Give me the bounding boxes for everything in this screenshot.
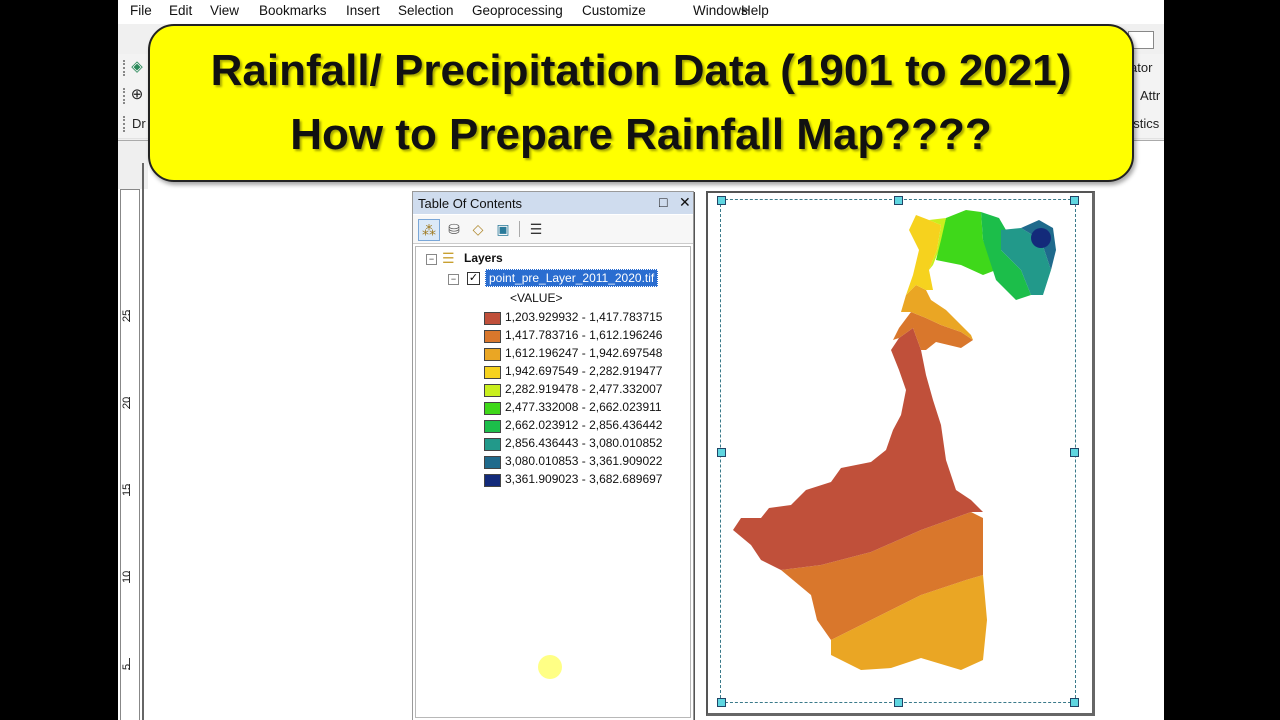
toc-title: Table Of Contents	[418, 196, 523, 211]
resize-handle-n[interactable]	[894, 196, 903, 205]
resize-handle-sw[interactable]	[717, 698, 726, 707]
ruler-label: 15	[121, 483, 133, 496]
resize-handle-nw[interactable]	[717, 196, 726, 205]
layers-stack-icon: ☰	[442, 250, 455, 266]
legend-swatch	[484, 420, 501, 433]
toolbar-dropdown-text[interactable]: ator	[1130, 60, 1153, 75]
page-edge	[142, 163, 148, 720]
list-by-source-icon[interactable]: ⛁	[448, 221, 460, 237]
menu-selection[interactable]: Selection	[398, 3, 454, 18]
legend-swatch	[484, 366, 501, 379]
legend-label: 1,203.929932 - 1,417.783715	[505, 310, 663, 324]
rainfall-raster-map	[733, 210, 1056, 670]
layers-root-label[interactable]: Layers	[464, 251, 503, 265]
legend-label: 2,662.023912 - 2,856.436442	[505, 418, 663, 432]
legend-label: 2,856.436443 - 3,080.010852	[505, 436, 663, 450]
resize-handle-se[interactable]	[1070, 698, 1079, 707]
legend-label: 2,477.332008 - 2,662.023911	[505, 400, 662, 414]
legend-swatch	[484, 312, 501, 325]
mouse-cursor-highlight	[538, 655, 562, 679]
legend-label: 1,612.196247 - 1,942.697548	[505, 346, 663, 360]
ruler-label: 25	[121, 309, 133, 322]
options-icon[interactable]: ☰	[529, 221, 543, 237]
legend-swatch	[484, 456, 501, 469]
menu-view[interactable]: View	[210, 3, 240, 18]
layer-visibility-checkbox[interactable]: ✓	[467, 272, 480, 285]
toc-title-bar[interactable]: Table Of Contents □ ✕	[413, 192, 693, 214]
toc-tree: − ☰ Layers − ✓ point_pre_Layer_2011_2020…	[415, 246, 691, 718]
layout-view-area[interactable]: 25 20 15 10 5 Table Of Contents □ ✕ ⁂ ⛁ …	[118, 140, 1164, 720]
zoom-in-icon[interactable]: ⊕	[130, 86, 144, 103]
menu-windows[interactable]: Windows	[693, 3, 748, 18]
toolbar-grip[interactable]	[123, 88, 127, 104]
menu-bar: File Edit View Bookmarks Insert Selectio…	[118, 0, 1164, 24]
title-banner-overlay: Rainfall/ Precipitation Data (1901 to 20…	[148, 24, 1134, 182]
ruler-label: 20	[121, 396, 133, 409]
legend-label: 2,282.919478 - 2,477.332007	[505, 382, 663, 396]
legend-swatch	[484, 348, 501, 361]
vertical-ruler: 25 20 15 10 5	[120, 189, 140, 720]
banner-title-line2: How to Prepare Rainfall Map????	[290, 110, 992, 159]
legend-label: 1,942.697549 - 2,282.919477	[505, 364, 663, 378]
toolbar-attributes-text[interactable]: Attr	[1140, 88, 1161, 103]
menu-edit[interactable]: Edit	[169, 3, 193, 18]
menu-file[interactable]: File	[130, 3, 152, 18]
legend-swatch	[484, 330, 501, 343]
legend-swatch	[484, 438, 501, 451]
legend-label: 1,417.783716 - 1,612.196246	[505, 328, 663, 342]
close-icon[interactable]: ✕	[679, 194, 691, 210]
letterbox-right	[1164, 0, 1280, 720]
ruler-tick	[129, 484, 130, 496]
ruler-label: 5	[121, 663, 133, 670]
resize-handle-s[interactable]	[894, 698, 903, 707]
layout-page[interactable]	[706, 191, 1095, 716]
collapse-layers-icon[interactable]: −	[426, 254, 437, 265]
toolbar-grip[interactable]	[123, 60, 127, 76]
menu-geoprocessing[interactable]: Geoprocessing	[472, 3, 563, 18]
toc-toolbar: ⁂ ⛁ ◇ ▣ ☰	[413, 215, 693, 244]
ruler-tick	[129, 397, 130, 409]
layer-name-selected[interactable]: point_pre_Layer_2011_2020.tif	[485, 269, 659, 287]
list-by-drawing-order-icon[interactable]: ⁂	[418, 219, 440, 241]
ruler-tick	[129, 310, 130, 322]
data-frame-selection[interactable]	[720, 199, 1076, 703]
list-by-visibility-icon[interactable]: ◇	[472, 221, 484, 237]
legend-field-label: <VALUE>	[510, 291, 563, 305]
ruler-tick	[129, 658, 130, 670]
restore-icon[interactable]: □	[659, 194, 668, 210]
collapse-layer-icon[interactable]: −	[448, 274, 459, 285]
resize-handle-ne[interactable]	[1070, 196, 1079, 205]
toolbar-separator	[519, 221, 520, 237]
menu-bookmarks[interactable]: Bookmarks	[259, 3, 327, 18]
legend-label: 3,361.909023 - 3,682.689697	[505, 472, 663, 486]
legend-label: 3,080.010853 - 3,361.909022	[505, 454, 663, 468]
legend-swatch	[484, 402, 501, 415]
toolbar-drawing-text[interactable]: Dr	[132, 116, 146, 131]
banner-title-line1: Rainfall/ Precipitation Data (1901 to 20…	[210, 46, 1072, 95]
menu-help[interactable]: Help	[741, 3, 769, 18]
resize-handle-e[interactable]	[1070, 448, 1079, 457]
list-by-selection-icon[interactable]: ▣	[496, 221, 510, 237]
layers-data-frame-icon[interactable]: ◈	[131, 58, 143, 75]
toolbar-grip[interactable]	[123, 116, 127, 132]
ruler-label: 10	[121, 570, 133, 583]
resize-handle-w[interactable]	[717, 448, 726, 457]
ruler-tick	[129, 571, 130, 583]
toolbar-statistics-text[interactable]: ristics	[1126, 116, 1160, 131]
legend-swatch	[484, 384, 501, 397]
menu-insert[interactable]: Insert	[346, 3, 380, 18]
menu-customize[interactable]: Customize	[582, 3, 646, 18]
table-of-contents-panel: Table Of Contents □ ✕ ⁂ ⛁ ◇ ▣ ☰ − ☰ Laye…	[412, 191, 694, 720]
legend-swatch	[484, 474, 501, 487]
